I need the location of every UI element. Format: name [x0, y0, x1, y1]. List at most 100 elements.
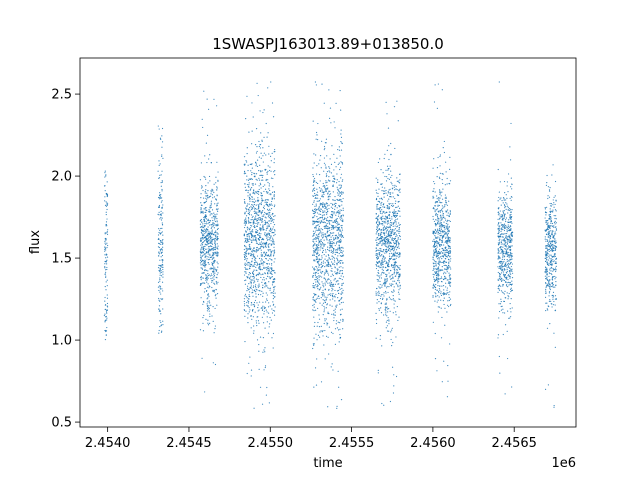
data-point — [244, 245, 246, 247]
data-point — [394, 265, 396, 267]
data-point — [205, 200, 207, 203]
data-point — [398, 247, 400, 249]
data-point — [243, 219, 246, 221]
data-point — [261, 194, 263, 197]
data-point — [395, 244, 397, 246]
data-point — [265, 292, 267, 294]
data-point — [334, 253, 336, 256]
data-point — [328, 278, 330, 280]
data-point — [376, 192, 378, 194]
data-point — [271, 212, 274, 215]
data-point — [265, 246, 267, 248]
data-point — [502, 308, 504, 310]
data-point — [389, 298, 391, 300]
data-point — [376, 265, 378, 268]
data-point — [260, 230, 262, 232]
data-point — [106, 317, 108, 319]
data-point — [375, 177, 377, 179]
data-point — [252, 184, 254, 186]
data-point — [382, 242, 384, 244]
data-point — [266, 199, 269, 201]
data-point — [342, 214, 344, 216]
data-point — [267, 271, 269, 274]
data-point — [444, 232, 446, 234]
data-point — [338, 184, 340, 186]
data-point — [439, 197, 441, 199]
data-point — [313, 208, 316, 210]
data-point — [392, 252, 394, 254]
data-point — [244, 202, 246, 204]
data-point — [386, 306, 388, 308]
data-point — [203, 175, 205, 178]
data-point — [106, 242, 108, 244]
data-point — [216, 233, 218, 235]
data-point — [340, 192, 342, 194]
data-point — [209, 258, 211, 260]
data-point — [318, 260, 320, 262]
data-point — [387, 264, 389, 266]
data-point — [249, 262, 251, 264]
data-point — [389, 250, 391, 252]
data-point — [336, 182, 338, 184]
data-point — [248, 282, 250, 285]
data-point — [253, 407, 255, 409]
data-point — [209, 313, 211, 315]
data-point — [391, 345, 393, 347]
data-point — [444, 249, 447, 252]
data-point — [204, 266, 206, 268]
data-point — [438, 248, 441, 250]
data-point — [437, 204, 439, 206]
data-point — [336, 405, 338, 407]
data-point — [249, 231, 251, 233]
data-point — [269, 229, 271, 231]
data-point — [393, 303, 395, 305]
data-point — [396, 206, 398, 208]
data-point — [267, 312, 270, 314]
data-point — [435, 237, 437, 239]
data-point — [449, 156, 451, 158]
data-point — [208, 233, 211, 235]
data-point — [339, 187, 341, 189]
data-point — [327, 311, 329, 313]
data-point — [214, 252, 216, 254]
data-point — [433, 230, 435, 233]
data-point — [247, 317, 249, 319]
data-point — [105, 224, 107, 226]
data-point — [326, 222, 328, 225]
data-point — [376, 227, 378, 229]
data-point — [442, 252, 444, 254]
data-point — [338, 252, 340, 255]
data-point — [253, 278, 255, 280]
data-point — [253, 305, 256, 307]
data-point — [320, 243, 322, 245]
data-point — [340, 161, 342, 163]
data-point — [392, 192, 394, 194]
data-point — [339, 89, 341, 92]
data-point — [449, 266, 451, 268]
data-point — [251, 225, 253, 227]
data-point — [331, 240, 333, 243]
data-point — [378, 249, 380, 252]
data-point — [201, 282, 204, 284]
data-point — [208, 263, 210, 265]
data-point — [510, 268, 512, 271]
data-point — [161, 197, 163, 199]
data-point — [335, 225, 337, 227]
data-point — [268, 188, 270, 190]
data-point — [378, 309, 380, 311]
data-point — [322, 210, 324, 212]
data-point — [258, 343, 260, 346]
data-point — [248, 203, 250, 205]
data-point — [313, 303, 315, 305]
data-point — [316, 270, 318, 272]
data-point — [249, 252, 251, 254]
data-point — [264, 272, 266, 274]
data-point — [213, 261, 215, 263]
data-point — [317, 197, 319, 199]
data-point — [208, 295, 210, 297]
data-point — [315, 208, 318, 211]
data-point — [247, 179, 250, 181]
data-point — [437, 280, 439, 282]
data-point — [245, 189, 248, 191]
data-point — [263, 190, 265, 193]
